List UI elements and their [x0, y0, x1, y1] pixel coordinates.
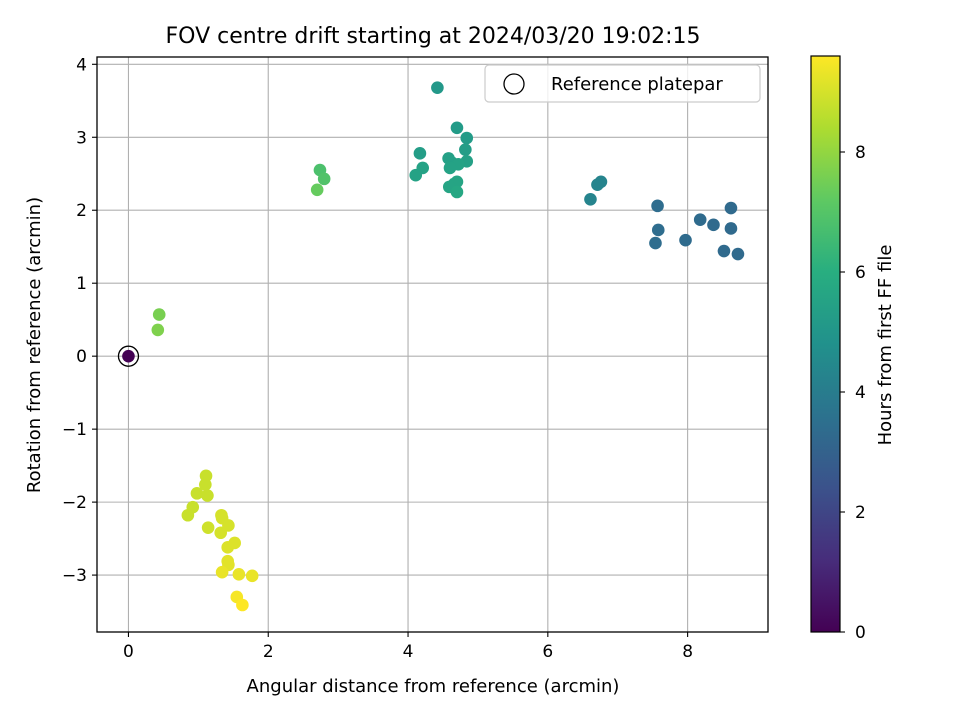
legend-reference-marker: [503, 73, 525, 95]
y-tick-label: 0: [76, 347, 87, 367]
data-point: [181, 508, 195, 522]
colorbar-gradient: [810, 55, 841, 633]
data-point: [201, 521, 215, 534]
grid-lines: [97, 57, 768, 632]
colorbar-tick-label: 8: [855, 143, 866, 163]
data-point: [707, 218, 720, 232]
data-point: [236, 598, 249, 612]
y-tick-label: −2: [62, 493, 87, 513]
data-point: [409, 168, 423, 182]
data-point: [151, 323, 165, 337]
x-tick-label: 6: [542, 642, 553, 662]
data-point: [122, 349, 135, 363]
legend-box: [484, 64, 761, 103]
data-point: [215, 565, 229, 579]
data-point: [214, 526, 228, 540]
data-point: [443, 161, 457, 175]
reference-marker: [117, 345, 140, 367]
data-point: [724, 201, 738, 215]
x-axis-label: Angular distance from reference (arcmin): [247, 676, 620, 697]
colorbar-tick-label: 6: [855, 263, 866, 283]
colorbar-label: Hours from first FF file: [875, 245, 896, 446]
data-points: [122, 81, 745, 612]
data-point: [199, 478, 212, 491]
y-axis-label: Rotation from reference (arcmin): [24, 197, 45, 493]
data-point: [584, 192, 597, 206]
colorbar: 0 2 4 6 8 Hours from first FF file: [810, 55, 896, 643]
data-point: [310, 183, 324, 197]
data-point: [717, 244, 731, 258]
reference-platepar-marker: [117, 345, 140, 367]
data-point: [679, 233, 692, 247]
data-point: [724, 222, 738, 235]
data-point: [460, 131, 474, 145]
legend: Reference platepar: [484, 64, 761, 103]
data-point: [413, 147, 427, 160]
data-point: [190, 487, 204, 500]
y-axis-ticks: −3 −2 −1 0 1 2 3 4: [62, 55, 97, 586]
data-point: [591, 178, 604, 191]
colorbar-tick-label: 0: [855, 623, 866, 643]
x-axis-ticks: 0 2 4 6 8: [123, 632, 693, 662]
data-point: [651, 223, 665, 237]
x-tick-label: 8: [682, 642, 693, 662]
data-point: [459, 143, 472, 156]
data-point: [450, 121, 464, 135]
data-point: [232, 568, 246, 581]
colorbar-ticks: 0 2 4 6 8: [840, 143, 866, 643]
data-point: [693, 213, 707, 227]
data-point: [152, 308, 166, 321]
y-tick-label: −3: [62, 566, 87, 586]
data-point: [317, 172, 331, 186]
data-point: [431, 81, 444, 94]
data-point: [201, 489, 214, 502]
x-tick-label: 0: [123, 642, 134, 662]
colorbar-tick-label: 2: [855, 503, 866, 523]
y-tick-label: 1: [76, 274, 87, 294]
data-point: [450, 185, 464, 199]
data-point: [221, 541, 235, 554]
x-tick-label: 2: [263, 642, 274, 662]
y-tick-label: 4: [76, 55, 87, 75]
y-tick-label: 2: [76, 201, 87, 221]
data-point: [245, 569, 259, 583]
y-tick-label: 3: [76, 128, 87, 148]
legend-label-reference: Reference platepar: [551, 74, 723, 95]
y-tick-label: −1: [62, 420, 87, 440]
chart-title: FOV centre drift starting at 2024/03/20 …: [166, 24, 701, 49]
data-point: [649, 236, 662, 250]
plot-frame: [96, 56, 769, 633]
data-point: [731, 247, 745, 261]
colorbar-tick-label: 4: [855, 383, 866, 403]
data-point: [651, 199, 664, 213]
x-tick-label: 4: [403, 642, 414, 662]
